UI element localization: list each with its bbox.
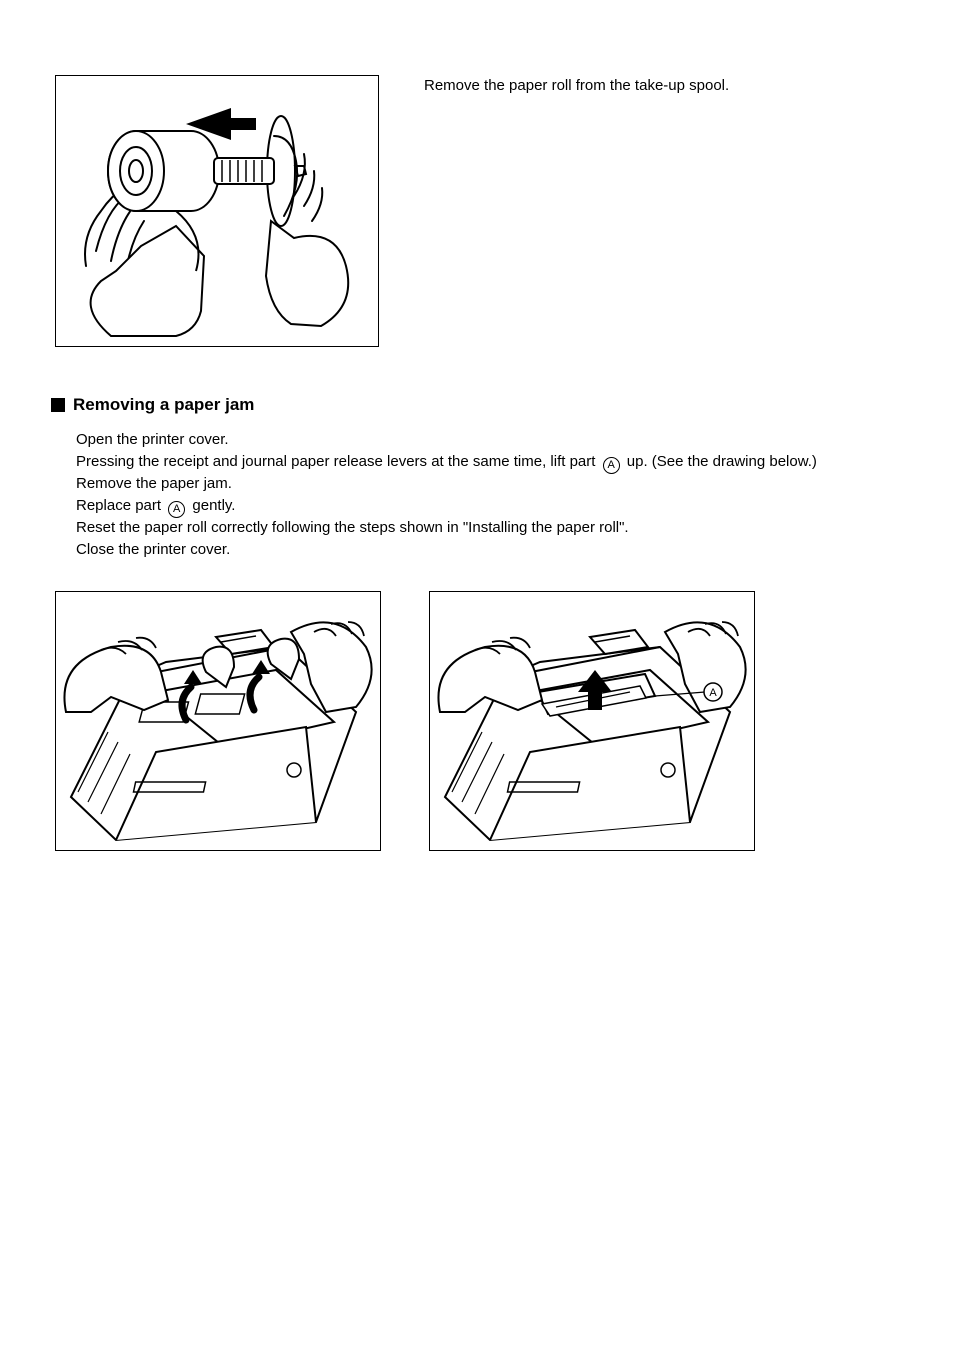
- step-item: Close the printer cover.: [76, 539, 909, 561]
- figure-remove-roll: [55, 75, 379, 347]
- circled-a-marker: A: [603, 457, 620, 474]
- step-item: Open the printer cover.: [76, 429, 909, 451]
- step-text-fragment: gently.: [188, 495, 235, 517]
- figure-lift-part-a-2: A: [429, 591, 755, 851]
- step-item: Reset the paper roll correctly following…: [76, 517, 909, 539]
- bullet-square-icon: [51, 398, 65, 412]
- circled-a-marker: A: [168, 501, 185, 518]
- step-text-fragment: Pressing the receipt and journal paper r…: [76, 451, 600, 473]
- top-row: Remove the paper roll from the take-up s…: [55, 75, 909, 347]
- top-instruction: Remove the paper roll from the take-up s…: [424, 75, 729, 97]
- step-item: Remove the paper jam.: [76, 473, 909, 495]
- step-text-fragment: Replace part: [76, 495, 165, 517]
- step-item: Replace part A gently.: [76, 495, 909, 517]
- svg-text:A: A: [709, 687, 717, 699]
- section-header: Removing a paper jam: [51, 395, 909, 415]
- page: Remove the paper roll from the take-up s…: [0, 0, 954, 1348]
- figure-row: A: [55, 591, 909, 851]
- figure-lift-part-a-1: [55, 591, 381, 851]
- step-text-fragment: up. (See the drawing below.): [623, 451, 817, 473]
- section-title: Removing a paper jam: [73, 395, 254, 415]
- step-item: Pressing the receipt and journal paper r…: [76, 451, 909, 473]
- steps-list: Open the printer cover. Pressing the rec…: [55, 429, 909, 561]
